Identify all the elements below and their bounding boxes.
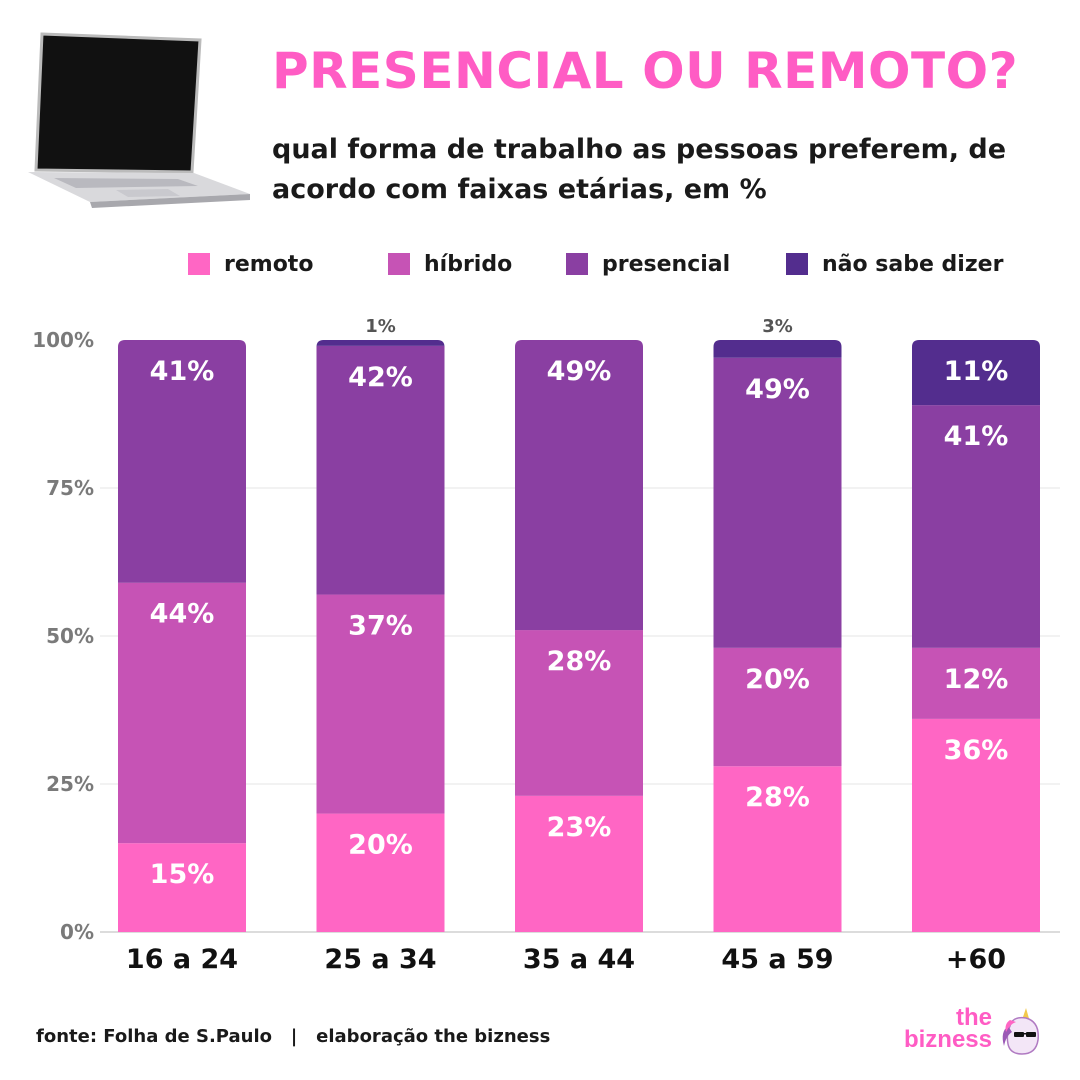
bar-segment-remoto <box>713 766 842 932</box>
bar-segment-presencial <box>515 340 643 631</box>
data-label-presencial: 41% <box>150 356 215 387</box>
logo-text-the: the <box>956 1004 992 1031</box>
data-label-remoto: 15% <box>150 859 215 890</box>
unicorn-icon <box>1002 1008 1039 1055</box>
bar-segment-hibrido <box>515 630 643 796</box>
y-tick-label: 0% <box>60 920 94 944</box>
legend-swatch-presencial <box>566 253 588 275</box>
legend-label-hibrido: híbrido <box>424 251 513 277</box>
source-footer: fonte: Folha de S.Paulo | elaboração the… <box>36 1026 551 1047</box>
brand-logo: the bizness <box>900 1002 1050 1062</box>
logo-text-bizness: bizness <box>903 1026 992 1053</box>
legend: remoto híbrido presencial não sabe dizer <box>0 248 1080 280</box>
bar-segment-hibrido <box>713 647 842 767</box>
data-label-remoto: 28% <box>745 782 810 813</box>
data-label-presencial: 49% <box>745 374 810 405</box>
stacked-bar-chart: 0% 25% 50% 75% 100% 15% 44% 41% 16 a 24 20% 37% 42%… <box>32 316 1060 975</box>
y-tick-label: 75% <box>46 476 94 500</box>
bar-segment-nao-sabe-dizer <box>713 340 842 358</box>
bar-segment-hibrido <box>316 594 445 814</box>
bar-segment-nao-sabe-dizer <box>912 340 1040 406</box>
legend-swatch-hibrido <box>388 253 410 275</box>
x-tick-label: +60 <box>946 944 1006 975</box>
chart-subtitle: qual forma de trabalho as pessoas prefer… <box>272 134 1007 205</box>
x-tick-label: 25 a 34 <box>324 944 436 975</box>
bar-segment-presencial <box>316 345 445 595</box>
data-label-remoto: 36% <box>944 735 1009 766</box>
y-tick-label: 25% <box>46 772 94 796</box>
x-tick-label: 45 a 59 <box>721 944 833 975</box>
data-label-hibrido: 20% <box>745 664 810 695</box>
chart-title: PRESENCIAL OU REMOTO? <box>272 42 1019 100</box>
bar-segment-hibrido <box>912 647 1040 719</box>
legend-label-remoto: remoto <box>224 251 314 277</box>
data-label-nao-sabe-dizer: 3% <box>762 316 793 337</box>
legend-swatch-remoto <box>188 253 210 275</box>
legend-item-hibrido: híbrido <box>388 248 512 280</box>
x-tick-label: 35 a 44 <box>523 944 635 975</box>
data-label-presencial: 49% <box>547 356 612 387</box>
data-label-nao-sabe-dizer: 1% <box>365 316 396 337</box>
data-label-nao-sabe-dizer: 11% <box>944 356 1009 387</box>
bar-segment-remoto <box>515 795 643 932</box>
legend-label-nao-sabe-dizer: não sabe dizer <box>822 251 1004 277</box>
legend-item-presencial: presencial <box>566 248 730 280</box>
data-label-remoto: 20% <box>348 830 413 861</box>
bar-segment-presencial <box>912 405 1040 648</box>
x-tick-label: 16 a 24 <box>126 944 238 975</box>
bar-segment-remoto <box>118 843 246 932</box>
data-label-remoto: 23% <box>547 812 612 843</box>
bar-segment-remoto <box>912 718 1040 932</box>
laptop-icon <box>28 32 250 208</box>
legend-swatch-nao-sabe-dizer <box>786 253 808 275</box>
data-label-hibrido: 12% <box>944 664 1009 695</box>
legend-item-remoto: remoto <box>188 248 313 280</box>
bar-segment-hibrido <box>118 582 246 844</box>
data-label-hibrido: 28% <box>547 646 612 677</box>
bar-segment-nao-sabe-dizer <box>316 340 445 347</box>
bar-segment-remoto <box>316 813 445 932</box>
data-label-hibrido: 44% <box>150 599 215 630</box>
y-tick-label: 50% <box>46 624 94 648</box>
legend-item-nao-sabe-dizer: não sabe dizer <box>786 248 1003 280</box>
bar-segment-presencial <box>713 357 842 648</box>
data-label-hibrido: 37% <box>348 611 413 642</box>
bar-segment-presencial <box>118 340 246 583</box>
legend-label-presencial: presencial <box>602 251 731 277</box>
data-label-presencial: 42% <box>348 362 413 393</box>
data-label-presencial: 41% <box>944 421 1009 452</box>
y-tick-label: 100% <box>32 328 94 352</box>
